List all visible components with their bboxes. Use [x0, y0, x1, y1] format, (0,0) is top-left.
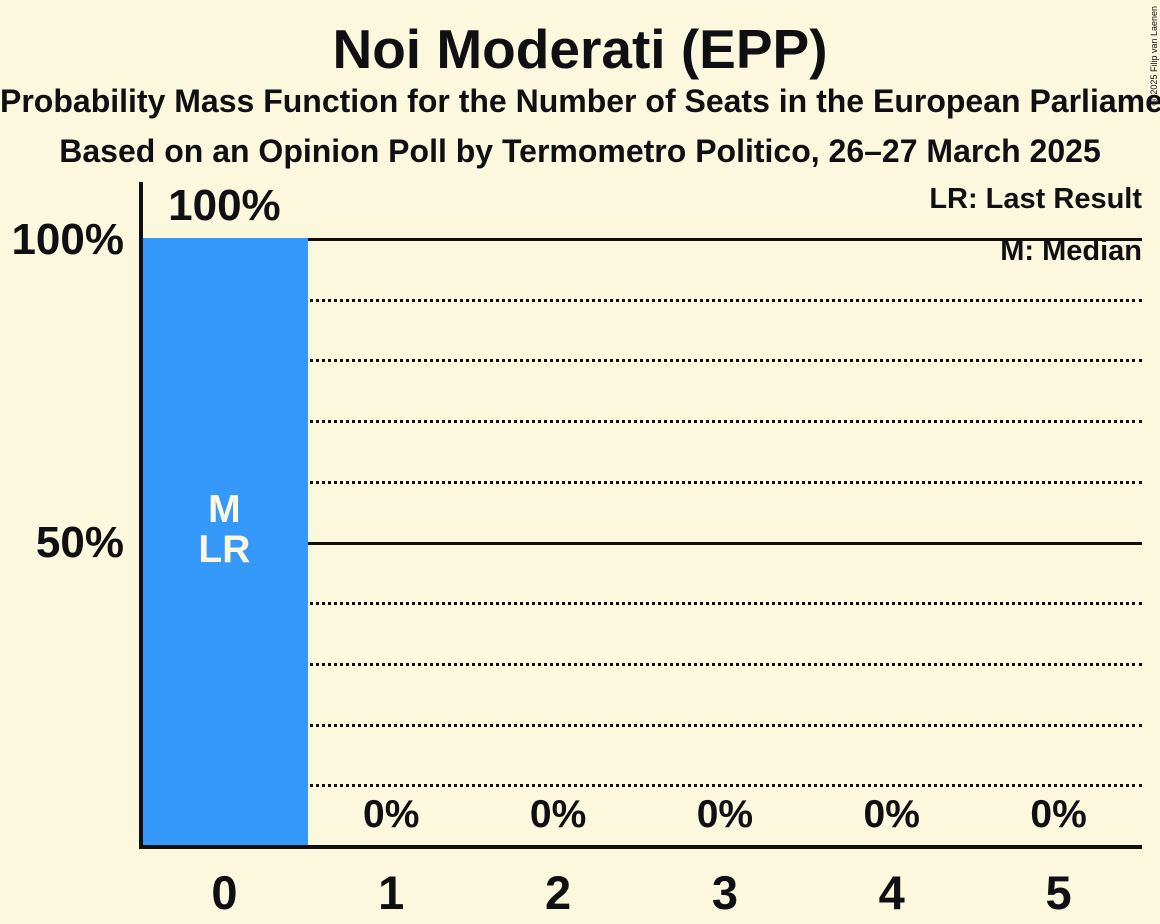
- legend-median: M: Median: [1000, 235, 1142, 267]
- gridline-solid-100: [141, 238, 1142, 241]
- last-result-marker: LR: [198, 528, 251, 571]
- value-label-2: 0%: [529, 793, 587, 836]
- value-label-5: 0%: [1030, 793, 1087, 836]
- subtitle-line2: Based on an Opinion Poll by Termometro P…: [59, 133, 1101, 169]
- gridline-dotted-10: [141, 784, 1142, 788]
- legend-last-result: LR: Last Result: [929, 183, 1142, 215]
- gridline-dotted-30: [141, 662, 1142, 666]
- x-axis-line: [139, 845, 1142, 849]
- y-axis-line: [139, 182, 143, 849]
- gridline-dotted-90: [141, 298, 1142, 302]
- x-tick-4: 4: [878, 866, 905, 919]
- gridline-dotted-20: [141, 723, 1142, 727]
- copyright-notice: © 2025 Filip van Laenen: [1149, 6, 1159, 108]
- y-label-50: 50%: [35, 518, 124, 567]
- x-tick-3: 3: [711, 866, 738, 919]
- x-tick-2: 2: [545, 866, 572, 919]
- median-marker: M: [208, 488, 241, 531]
- gridline-dotted-70: [141, 420, 1142, 424]
- x-tick-1: 1: [378, 866, 405, 919]
- gridline-dotted-40: [141, 602, 1142, 606]
- value-label-3: 0%: [696, 793, 754, 836]
- gridline-dotted-60: [141, 480, 1142, 484]
- value-label-1: 0%: [363, 793, 420, 836]
- page-title: Noi Moderati (EPP): [332, 18, 828, 80]
- gridline-dotted-80: [141, 359, 1142, 363]
- value-label-4: 0%: [863, 793, 920, 836]
- bar-annotation-median-lastresult: M LR: [141, 490, 308, 570]
- subtitle-line1: Probability Mass Function for the Number…: [0, 83, 1160, 119]
- x-tick-5: 5: [1045, 866, 1072, 919]
- x-tick-0: 0: [211, 866, 238, 919]
- bar-seats-0: [141, 238, 308, 845]
- y-label-100: 100%: [11, 214, 124, 264]
- gridline-solid-50: [141, 541, 1142, 545]
- value-label-0: 100%: [168, 181, 281, 230]
